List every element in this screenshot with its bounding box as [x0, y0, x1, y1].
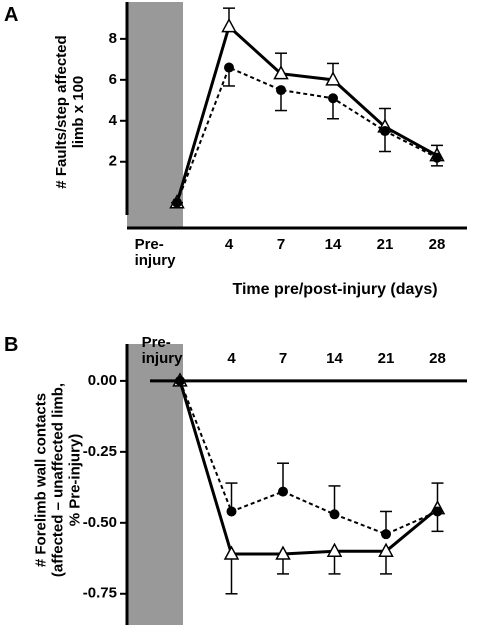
y-tick-label: 8: [109, 30, 117, 47]
x-tick-label: Pre- injury: [134, 236, 176, 269]
x-tick-label: 28: [429, 350, 446, 367]
shaded-region: [127, 344, 183, 625]
point: [223, 545, 240, 560]
y-axis-label: # Forelimb wall contacts (affected – una…: [32, 382, 84, 578]
point: [329, 509, 340, 520]
point: [221, 18, 237, 33]
point: [275, 545, 291, 560]
x-tick-label: 7: [278, 350, 288, 367]
x-axis-label: Time pre/post-injury (days): [232, 281, 438, 298]
series-line: [179, 380, 438, 536]
y-axis-label: # Faults/step affected limb x 100: [53, 35, 87, 189]
y-tick-label: -0.25: [83, 443, 117, 460]
x-tick-label: 28: [428, 236, 446, 253]
point: [326, 542, 343, 557]
y-tick-label: -0.50: [83, 514, 117, 531]
y-tick-label: -0.75: [83, 585, 117, 602]
y-tick-label: 2: [109, 153, 117, 170]
y-tick-label: 4: [109, 112, 118, 129]
x-tick-label: 14: [326, 350, 343, 367]
point: [278, 486, 288, 497]
panel-label: A: [4, 4, 19, 26]
point: [325, 71, 341, 86]
series-line: [176, 66, 438, 204]
point: [276, 85, 286, 96]
x-tick-label: 21: [377, 350, 395, 367]
point: [226, 506, 237, 517]
y-tick-label: 6: [109, 71, 117, 88]
x-tick-label: 4: [224, 236, 234, 253]
point: [432, 506, 443, 517]
point: [380, 126, 390, 137]
panel-label: B: [4, 334, 19, 356]
point: [224, 62, 234, 73]
point: [378, 542, 394, 557]
y-tick-label: 0.00: [88, 372, 117, 389]
x-tick-label: 7: [276, 236, 286, 253]
series-line: [175, 23, 438, 204]
x-tick-label: 21: [376, 236, 394, 253]
x-tick-label: Pre- injury: [141, 334, 183, 367]
point: [432, 152, 442, 163]
point: [175, 375, 185, 386]
x-tick-label: 4: [227, 350, 236, 367]
point: [172, 197, 182, 208]
shaded-region: [127, 2, 183, 228]
point: [381, 529, 391, 540]
point: [273, 65, 289, 80]
point: [328, 93, 338, 104]
series-line: [178, 380, 439, 556]
x-tick-label: 14: [324, 236, 342, 253]
